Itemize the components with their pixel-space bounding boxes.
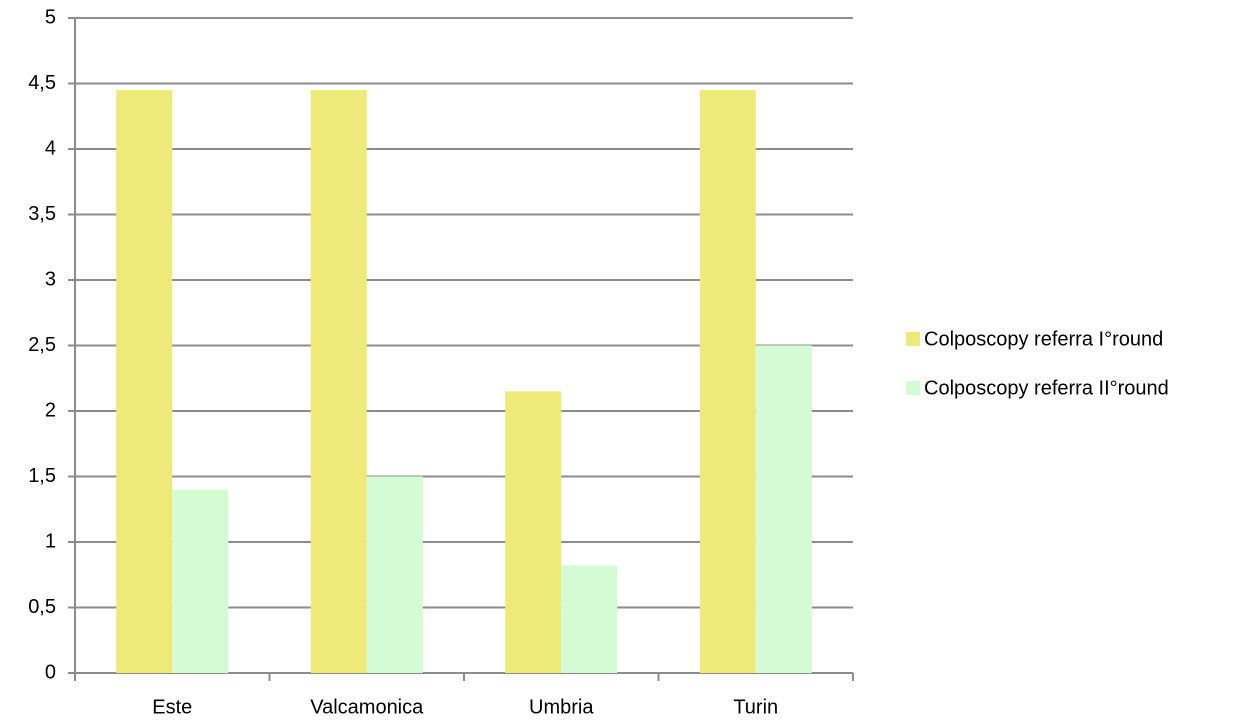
y-tick-label: 0,5: [28, 596, 56, 618]
bar: [116, 90, 173, 674]
bar: [505, 391, 562, 673]
y-tick-label: 3,5: [28, 203, 56, 225]
y-tick-label: 4: [45, 137, 56, 159]
y-tick-label: 1,5: [28, 465, 56, 487]
y-tick-label: 5: [45, 6, 56, 28]
y-tick-label: 2,5: [28, 334, 56, 356]
bar: [366, 476, 423, 673]
y-tick-label: 2: [45, 399, 56, 421]
bar: [699, 90, 756, 674]
bar: [561, 565, 618, 673]
y-tick-label: 0: [45, 661, 56, 683]
bar: [755, 345, 812, 673]
y-tick-label: 4,5: [28, 72, 56, 94]
legend-label: Colposcopy referra I°round: [924, 328, 1163, 350]
y-tick-label: 1: [45, 530, 56, 552]
legend-swatch: [906, 332, 920, 346]
bar: [172, 489, 229, 673]
x-tick-label: Turin: [733, 696, 778, 718]
bar: [310, 90, 367, 674]
y-tick-label: 3: [45, 268, 56, 290]
x-tick-label: Umbria: [529, 696, 594, 718]
legend-swatch: [906, 381, 920, 395]
x-tick-label: Este: [152, 696, 192, 718]
x-tick-label: Valcamonica: [310, 696, 424, 718]
legend-label: Colposcopy referra II°round: [924, 377, 1169, 399]
